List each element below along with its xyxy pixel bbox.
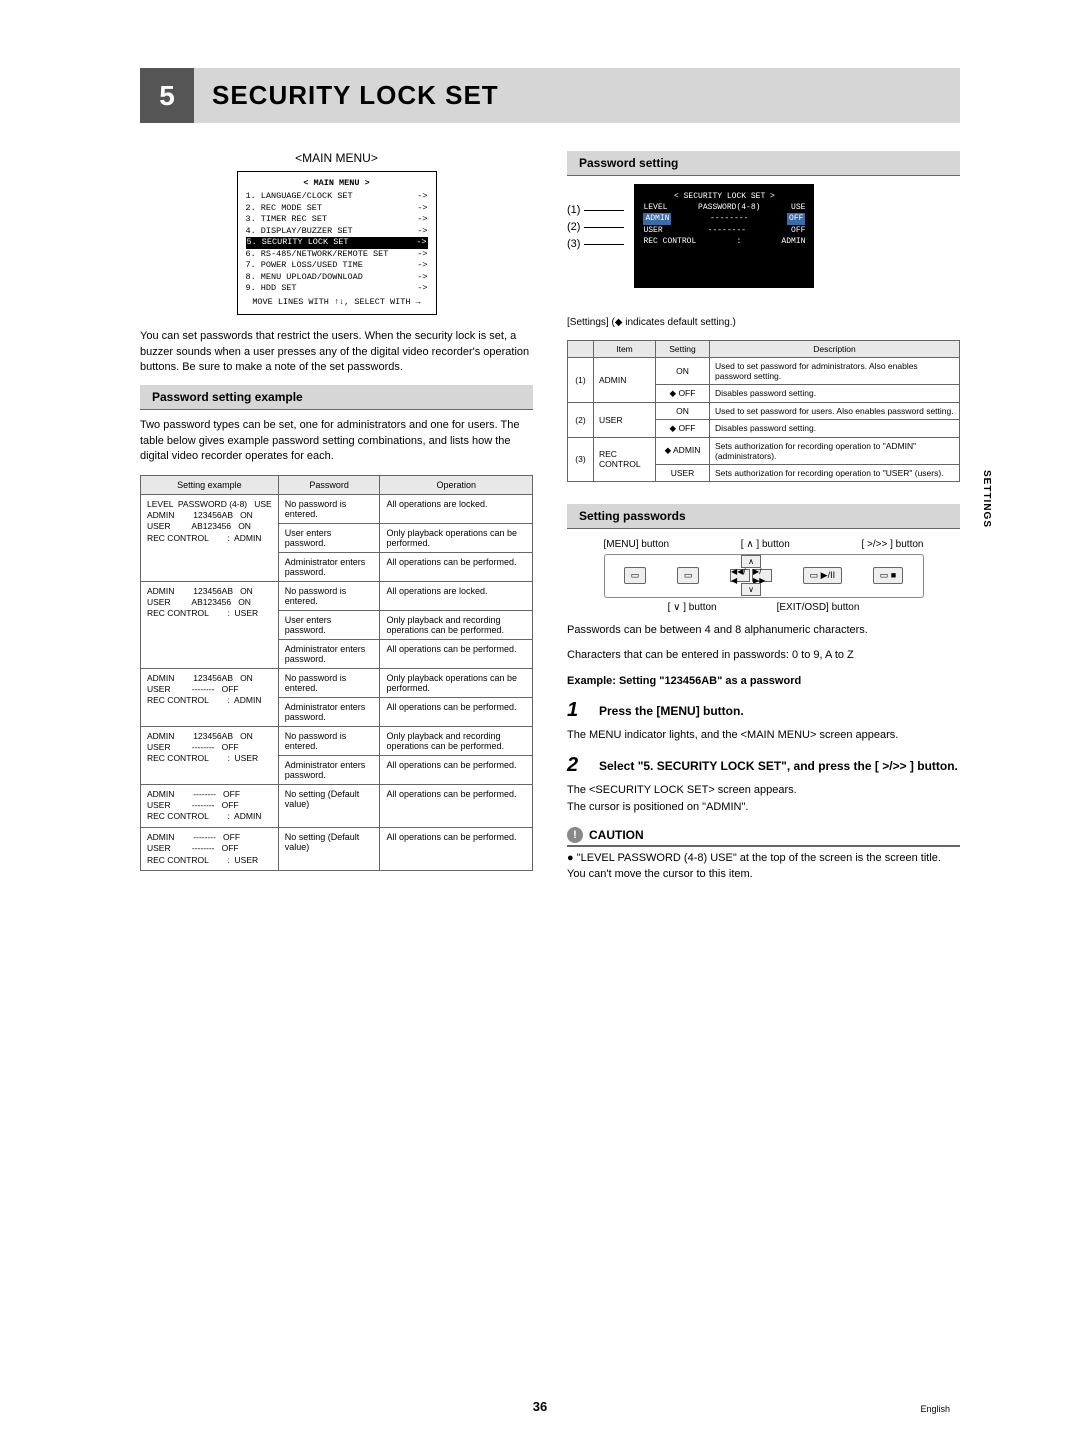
menu-button-icon: ▭	[624, 567, 647, 584]
step-title: Select "5. SECURITY LOCK SET", and press…	[599, 754, 958, 777]
callout-2: (2)	[567, 219, 624, 236]
caution-body: ● "LEVEL PASSWORD (4-8) USE" at the top …	[567, 851, 960, 882]
language-label: English	[920, 1404, 950, 1414]
table-header: Setting	[656, 340, 710, 357]
caution-icon: !	[567, 827, 583, 843]
menu-item: 9. HDD SET->	[246, 283, 428, 294]
control-panel: ▭ ▭ ∧ ◀◀/◀▶/▶▶ ∨ ▭ ▶/II ▭ ■	[604, 554, 924, 598]
table-header	[568, 340, 594, 357]
table-header: Operation	[380, 475, 533, 494]
step-title: Press the [MENU] button.	[599, 699, 744, 722]
menu-item: 3. TIMER REC SET->	[246, 214, 428, 225]
table-header: Setting example	[141, 475, 279, 494]
pw-example-paragraph: Two password types can be set, one for a…	[140, 418, 533, 464]
screen-head: < SECURITY LOCK SET >	[643, 191, 805, 202]
page-number: 36	[0, 1399, 1080, 1414]
table-row: ADMIN -------- OFF USER -------- OFF REC…	[141, 827, 533, 870]
main-menu-label: <MAIN MENU>	[140, 151, 533, 165]
main-menu-head: < MAIN MENU >	[246, 178, 428, 189]
label-exit-button: [EXIT/OSD] button	[777, 602, 860, 613]
rec-button-icon: ▭	[677, 567, 700, 584]
menu-item: 8. MENU UPLOAD/DOWNLOAD->	[246, 272, 428, 283]
caution-title: CAUTION	[589, 828, 644, 842]
callout-1: (1)	[567, 202, 624, 219]
left-column: <MAIN MENU> < MAIN MENU > 1. LANGUAGE/CL…	[140, 151, 533, 892]
menu-item-selected: 5. SECURITY LOCK SET->	[246, 237, 428, 248]
security-lock-diagram: (1) (2) (3) < SECURITY LOCK SET > LEVELP…	[567, 184, 960, 288]
menu-item: 1. LANGUAGE/CLOCK SET->	[246, 191, 428, 202]
table-row: (1)ADMINONUsed to set password for admin…	[568, 357, 960, 384]
main-menu-screenshot: < MAIN MENU > 1. LANGUAGE/CLOCK SET-> 2.…	[237, 171, 437, 315]
step-number: 1	[567, 699, 589, 722]
step-2-body-1: The <SECURITY LOCK SET> screen appears.	[567, 783, 960, 798]
menu-item: 6. RS-485/NETWORK/REMOTE SET->	[246, 249, 428, 260]
intro-paragraph: You can set passwords that restrict the …	[140, 329, 533, 375]
table-row: LEVEL PASSWORD (4-8) USE ADMIN 123456AB …	[141, 494, 533, 523]
section-password-example: Password setting example	[140, 385, 533, 410]
settings-table: Item Setting Description (1)ADMINONUsed …	[567, 340, 960, 482]
menu-item: 2. REC MODE SET->	[246, 203, 428, 214]
label-up-button: [ ∧ ] button	[741, 539, 790, 550]
table-header: Password	[278, 475, 380, 494]
example-header: Example: Setting "123456AB" as a passwor…	[567, 674, 960, 689]
chapter-title: SECURITY LOCK SET	[194, 68, 960, 123]
step-1-body: The MENU indicator lights, and the <MAIN…	[567, 728, 960, 743]
table-row: ADMIN -------- OFF USER -------- OFF REC…	[141, 784, 533, 827]
stop-button-icon: ▭ ■	[873, 567, 903, 584]
label-down-button: [ ∨ ] button	[668, 602, 717, 613]
step-2-body-2: The cursor is positioned on "ADMIN".	[567, 800, 960, 815]
security-lock-screenshot: < SECURITY LOCK SET > LEVELPASSWORD(4-8)…	[634, 184, 814, 288]
pw-chars-line1: Passwords can be between 4 and 8 alphanu…	[567, 623, 960, 638]
menu-item: 7. POWER LOSS/USED TIME->	[246, 260, 428, 271]
label-fwd-button: [ >/>> ] button	[861, 539, 923, 550]
table-row: (2)USERONUsed to set password for users.…	[568, 402, 960, 419]
pw-chars-line2: Characters that can be entered in passwo…	[567, 648, 960, 663]
caution-header: ! CAUTION	[567, 827, 960, 847]
callout-3: (3)	[567, 236, 624, 253]
table-row: ADMIN 123456AB ON USER -------- OFF REC …	[141, 668, 533, 697]
label-menu-button: [MENU] button	[604, 539, 670, 550]
right-column: Password setting (1) (2) (3) < SECURITY …	[567, 151, 960, 892]
arrow-buttons-icon: ∧ ◀◀/◀▶/▶▶ ∨	[730, 555, 772, 596]
table-row: ADMIN 123456AB ON USER AB123456 ON REC C…	[141, 581, 533, 610]
menu-footer: MOVE LINES WITH ↑↓, SELECT WITH →	[246, 297, 428, 308]
settings-note: [Settings] (◆ indicates default setting.…	[567, 316, 960, 330]
menu-item: 4. DISPLAY/BUZZER SET->	[246, 226, 428, 237]
side-tab-settings: SETTINGS	[981, 470, 992, 528]
password-example-table: Setting example Password Operation LEVEL…	[140, 475, 533, 872]
table-row: ADMIN 123456AB ON USER -------- OFF REC …	[141, 726, 533, 755]
button-diagram: [MENU] button [ ∧ ] button [ >/>> ] butt…	[604, 539, 924, 613]
chapter-number: 5	[140, 68, 194, 123]
step-1: 1 Press the [MENU] button.	[567, 699, 960, 722]
step-2: 2 Select "5. SECURITY LOCK SET", and pre…	[567, 754, 960, 777]
step-number: 2	[567, 754, 589, 777]
table-row: (3)REC CONTROL◆ ADMINSets authorization …	[568, 437, 960, 464]
table-header: Item	[594, 340, 656, 357]
section-password-setting: Password setting	[567, 151, 960, 176]
section-setting-passwords: Setting passwords	[567, 504, 960, 529]
play-button-icon: ▭ ▶/II	[803, 567, 842, 584]
chapter-title-bar: 5 SECURITY LOCK SET	[140, 68, 960, 123]
table-header: Description	[710, 340, 960, 357]
